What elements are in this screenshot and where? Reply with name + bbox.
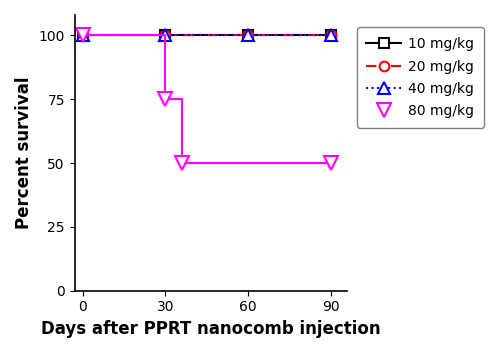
10 mg/kg: [245, 33, 251, 37]
20 mg/kg: [162, 33, 168, 37]
Y-axis label: Percent survival: Percent survival: [15, 77, 33, 229]
80 mg/kg: [179, 161, 185, 165]
10 mg/kg: [80, 33, 86, 37]
Line: 20 mg/kg: 20 mg/kg: [78, 31, 336, 40]
20 mg/kg: [245, 33, 251, 37]
20 mg/kg: [328, 33, 334, 37]
40 mg/kg: [328, 33, 334, 37]
X-axis label: Days after PPRT nanocomb injection: Days after PPRT nanocomb injection: [41, 320, 380, 338]
Line: 80 mg/kg: 80 mg/kg: [76, 29, 338, 170]
Line: 40 mg/kg: 40 mg/kg: [78, 30, 336, 41]
20 mg/kg: [80, 33, 86, 37]
80 mg/kg: [328, 161, 334, 165]
40 mg/kg: [245, 33, 251, 37]
Legend: 10 mg/kg, 20 mg/kg, 40 mg/kg, 80 mg/kg: 10 mg/kg, 20 mg/kg, 40 mg/kg, 80 mg/kg: [356, 28, 484, 128]
10 mg/kg: [162, 33, 168, 37]
10 mg/kg: [328, 33, 334, 37]
80 mg/kg: [80, 33, 86, 37]
80 mg/kg: [162, 97, 168, 101]
Line: 10 mg/kg: 10 mg/kg: [78, 31, 336, 40]
40 mg/kg: [80, 33, 86, 37]
40 mg/kg: [162, 33, 168, 37]
